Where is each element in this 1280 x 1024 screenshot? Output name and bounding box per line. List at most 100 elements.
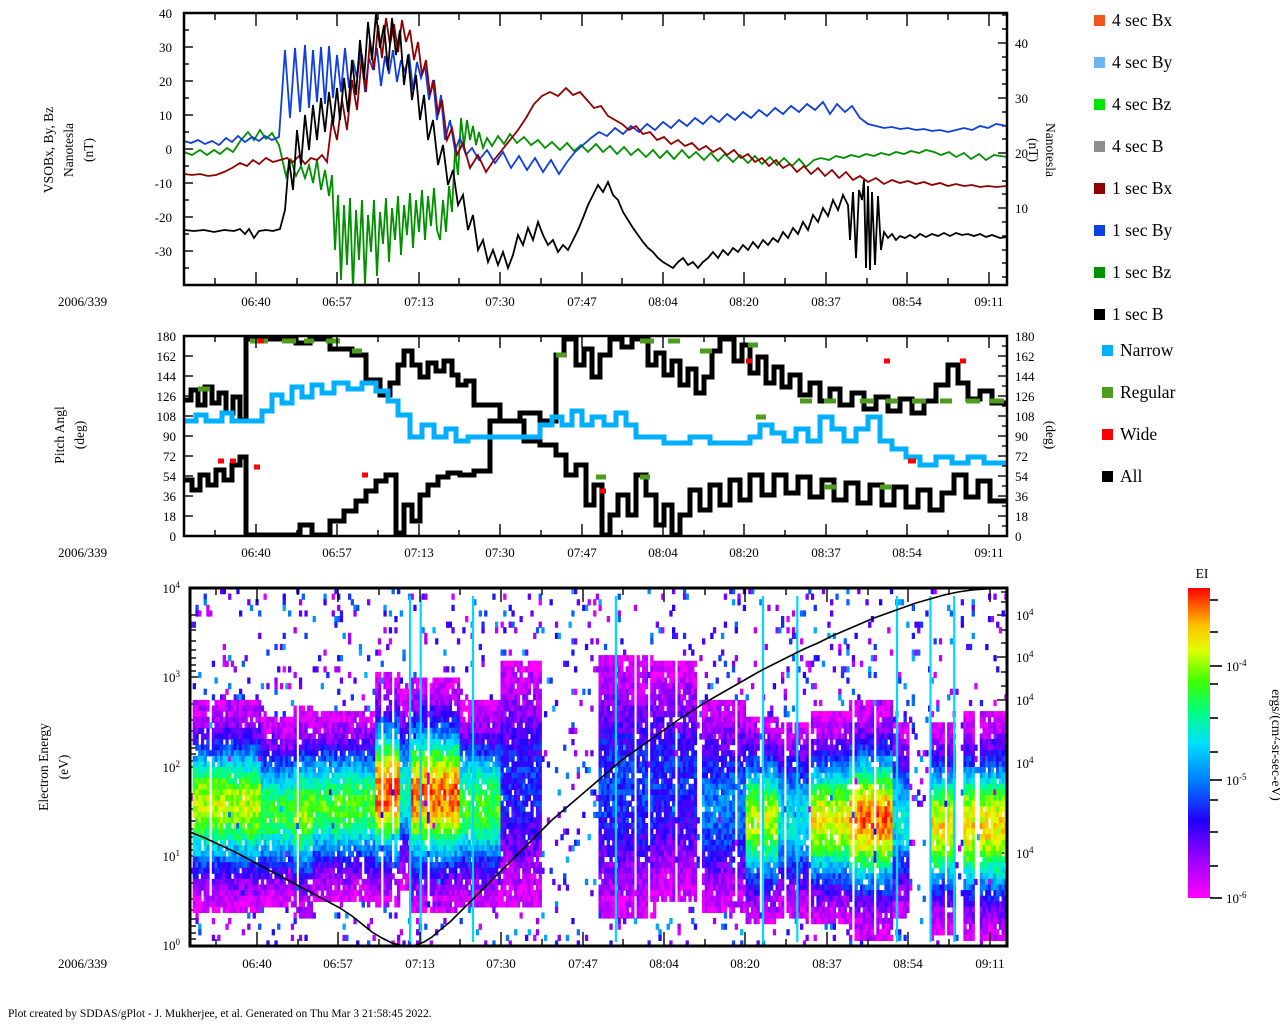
svg-text:20: 20 [159,74,172,89]
legend-swatch-icon [1094,267,1105,278]
svg-text:06:40: 06:40 [241,545,271,560]
spectrogram-pixels [190,588,1007,946]
svg-text:162: 162 [157,349,177,364]
svg-text:103: 103 [163,669,181,685]
svg-text:104: 104 [1016,607,1034,623]
panel1-date-label: 2006/339 [58,294,107,309]
svg-text:108: 108 [1015,409,1035,424]
panel2-y2tick-labels: 180 162 144 126 108 90 72 54 36 18 0 [1015,329,1035,544]
panel1-topticks [214,13,990,26]
panel2-ytick-labels: 180 162 144 126 108 90 72 54 36 18 0 [157,329,177,544]
colorbar-min-label: 10-6 [1226,890,1247,906]
svg-text:90: 90 [163,429,176,444]
svg-text:10: 10 [1015,201,1028,216]
legend-item-4-sec-bx[interactable]: 4 sec Bx [1094,10,1173,30]
svg-text:09:11: 09:11 [974,294,1003,309]
svg-text:08:37: 08:37 [811,545,841,560]
svg-text:144: 144 [1015,369,1035,384]
legend-label: 4 sec Bz [1112,94,1172,114]
svg-text:100: 100 [163,937,181,953]
colorbar-gradient [1188,588,1210,898]
legend-swatch-icon [1102,387,1113,398]
svg-text:54: 54 [163,469,177,484]
legend-label: 4 sec Bx [1112,10,1173,30]
panel3-frame [188,586,1009,948]
panel1-xtick-labels: 06:40 06:57 07:13 07:30 07:47 08:04 08:2… [241,294,1003,309]
svg-text:07:47: 07:47 [567,545,597,560]
svg-text:08:20: 08:20 [729,294,759,309]
pitch-angle-panel: Pitch Angl (deg) 180 162 144 126 108 90 … [0,325,1060,560]
legend-item-1-sec-bx[interactable]: 1 sec Bx [1094,178,1173,198]
svg-text:104: 104 [1016,692,1034,708]
colorbar-ticks [1210,599,1222,899]
svg-text:08:04: 08:04 [648,545,678,560]
svg-text:0: 0 [1015,529,1022,544]
panel1-frame [182,11,1009,287]
panel1-xticks [214,272,990,285]
panel2-xtick-labels: 06:40 06:57 07:13 07:30 07:47 08:04 08:2… [241,545,1003,560]
svg-text:08:04: 08:04 [648,294,678,309]
panel1-ylabel-3: (nT) [81,138,96,162]
svg-text:144: 144 [157,369,177,384]
trace-1sec-bz [184,117,1007,285]
legend-item-1-sec-b[interactable]: 1 sec B [1094,305,1164,323]
svg-text:104: 104 [1016,649,1034,665]
plot-caption: Plot created by SDDAS/gPlot - J. Mukherj… [8,1008,432,1020]
legend-label: 4 sec By [1112,52,1173,72]
legend-label: All [1120,466,1143,486]
svg-text:08:54: 08:54 [892,294,922,309]
svg-text:07:13: 07:13 [404,545,434,560]
legend-item-4-sec-b[interactable]: 4 sec B [1094,136,1164,156]
magnetic-field-panel: VSOBx, By, Bz Nanotesla (nT) 40 30 20 10… [0,0,1060,320]
legend-swatch-icon [1102,429,1113,440]
colorbar-units: ergs/(cm²-sr-sec-eV) [1269,689,1280,800]
legend-swatch-icon [1094,57,1105,68]
panel1-y2label-2: Nanotesla [1043,123,1058,177]
panel3-xtick-labels: 06:40 06:57 07:13 07:30 07:47 08:04 08:2… [242,956,1004,971]
legend-item-1-sec-bz[interactable]: 1 sec Bz [1094,263,1171,281]
svg-text:162: 162 [1015,349,1035,364]
legend-label: 1 sec Bx [1112,178,1173,198]
svg-text:-10: -10 [155,176,172,191]
legend-item-all[interactable]: All [1102,466,1143,486]
panel2-left-ticks [184,335,193,537]
svg-text:06:57: 06:57 [322,545,352,560]
trace-regular [198,338,1004,490]
legend-swatch-icon [1102,345,1113,356]
panel2-frame [182,334,1009,538]
panel3-date-label: 2006/339 [58,956,107,971]
legend-swatch-icon [1094,15,1105,26]
svg-text:09:11: 09:11 [974,545,1003,560]
panel1-y2tick-labels: 40 30 20 10 [1015,36,1028,216]
colorbar-title: EI [1196,566,1209,581]
legend-label: 4 sec B [1112,136,1164,156]
spacecraft-altitude-trace [190,588,1001,946]
svg-text:126: 126 [157,389,177,404]
legend-item-1-sec-by[interactable]: 1 sec By [1094,221,1172,239]
svg-text:20: 20 [1015,146,1028,161]
legend-swatch-icon [1094,141,1105,152]
svg-text:06:40: 06:40 [241,294,271,309]
svg-text:36: 36 [1015,489,1029,504]
legend-item-4-sec-bz[interactable]: 4 sec Bz [1094,94,1172,114]
trace-wide [218,338,966,494]
svg-text:90: 90 [1015,429,1028,444]
svg-text:08:37: 08:37 [811,294,841,309]
svg-text:08:54: 08:54 [892,545,922,560]
trace-all-lower [184,418,1007,536]
legend-item-4-sec-by[interactable]: 4 sec By [1094,52,1173,72]
panel1-traces [184,13,1007,285]
svg-text:180: 180 [157,329,177,344]
svg-text:104: 104 [1016,755,1034,771]
svg-text:-20: -20 [155,210,172,225]
svg-text:30: 30 [1015,91,1028,106]
legend-item-wide[interactable]: Wide [1102,425,1157,443]
svg-text:18: 18 [1015,509,1028,524]
trace-narrow-upper [184,380,1007,468]
colorbar-mid-label: 10-5 [1226,772,1247,788]
svg-text:104: 104 [163,580,181,596]
legend-item-regular[interactable]: Regular [1102,383,1175,401]
panel1-ylabel-2: Nanotesla [61,123,76,177]
svg-text:40: 40 [159,6,172,21]
legend-item-narrow[interactable]: Narrow [1102,341,1173,359]
